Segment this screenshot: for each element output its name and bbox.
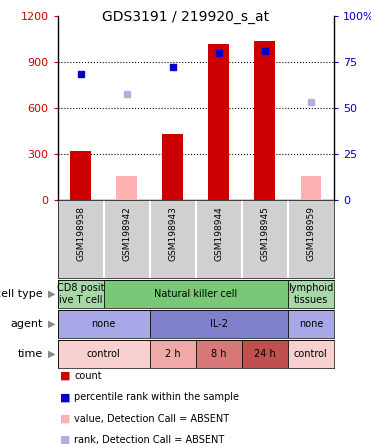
- Text: CD8 posit
ive T cell: CD8 posit ive T cell: [57, 283, 104, 305]
- Bar: [104, 280, 288, 308]
- Text: GDS3191 / 219920_s_at: GDS3191 / 219920_s_at: [102, 10, 269, 24]
- Text: time: time: [17, 349, 43, 359]
- Bar: [288, 280, 334, 308]
- Bar: [116, 176, 137, 200]
- Text: cell type: cell type: [0, 289, 43, 299]
- Bar: [209, 44, 229, 200]
- Text: ▶: ▶: [48, 289, 56, 299]
- Text: ■: ■: [60, 414, 70, 424]
- Bar: [58, 340, 150, 368]
- Text: control: control: [294, 349, 328, 359]
- Text: rank, Detection Call = ABSENT: rank, Detection Call = ABSENT: [74, 435, 224, 444]
- Text: count: count: [74, 371, 102, 381]
- Bar: [58, 310, 150, 338]
- Text: agent: agent: [10, 319, 43, 329]
- Text: ▶: ▶: [48, 349, 56, 359]
- Text: ■: ■: [60, 435, 70, 444]
- Text: ■: ■: [60, 392, 70, 402]
- Text: GSM198958: GSM198958: [76, 206, 85, 261]
- Text: GSM198942: GSM198942: [122, 206, 131, 261]
- Text: 24 h: 24 h: [254, 349, 276, 359]
- Bar: [288, 310, 334, 338]
- Text: 8 h: 8 h: [211, 349, 226, 359]
- Bar: [288, 340, 334, 368]
- Bar: [242, 340, 288, 368]
- Bar: [162, 134, 183, 200]
- Bar: [70, 151, 91, 200]
- Text: percentile rank within the sample: percentile rank within the sample: [74, 392, 239, 402]
- Bar: [301, 176, 321, 200]
- Bar: [150, 310, 288, 338]
- Text: value, Detection Call = ABSENT: value, Detection Call = ABSENT: [74, 414, 229, 424]
- Bar: [58, 280, 104, 308]
- Text: control: control: [87, 349, 121, 359]
- Bar: [196, 340, 242, 368]
- Bar: [255, 40, 275, 200]
- Text: none: none: [91, 319, 116, 329]
- Text: IL-2: IL-2: [210, 319, 228, 329]
- Text: ■: ■: [60, 371, 70, 381]
- Text: GSM198959: GSM198959: [306, 206, 315, 261]
- Bar: [150, 340, 196, 368]
- Text: ▶: ▶: [48, 319, 56, 329]
- Text: Natural killer cell: Natural killer cell: [154, 289, 237, 299]
- Text: GSM198944: GSM198944: [214, 206, 223, 261]
- Text: GSM198943: GSM198943: [168, 206, 177, 261]
- Text: lymphoid
tissues: lymphoid tissues: [288, 283, 334, 305]
- Text: 2 h: 2 h: [165, 349, 180, 359]
- Text: GSM198945: GSM198945: [260, 206, 269, 261]
- Text: none: none: [299, 319, 323, 329]
